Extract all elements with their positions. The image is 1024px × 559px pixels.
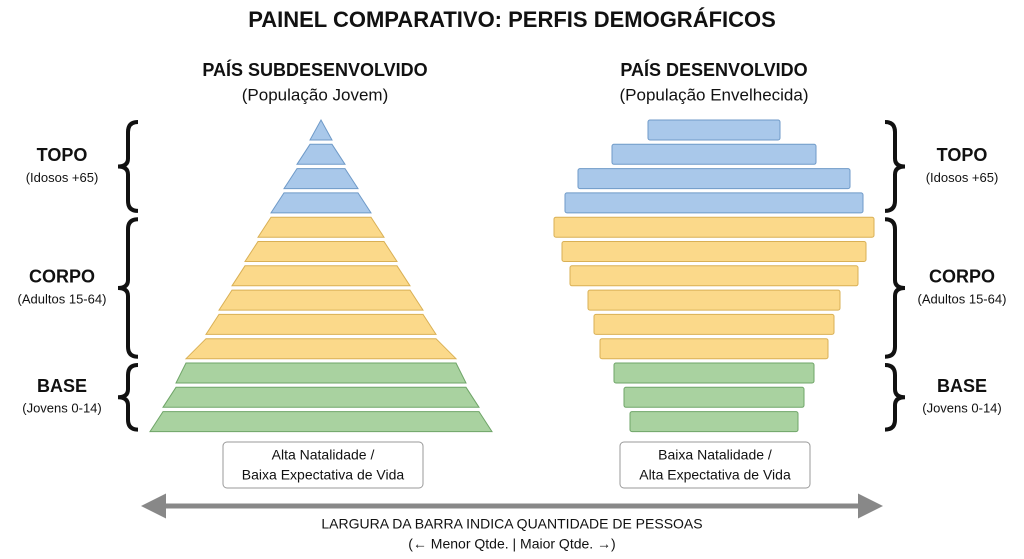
brace (884, 120, 906, 213)
bar (231, 265, 411, 287)
group-detail: (Jovens 0-14) (22, 401, 101, 416)
group-label: BASE (937, 376, 987, 396)
group-detail: (Idosos +65) (26, 170, 99, 185)
bar (623, 386, 805, 408)
brace (117, 217, 139, 359)
note: Baixa Natalidade / (658, 447, 772, 463)
bar (175, 362, 467, 384)
group-detail: (Adultos 15-64) (18, 291, 107, 306)
bar (162, 386, 480, 408)
bar (613, 362, 815, 384)
brace (117, 363, 139, 432)
bar (309, 118, 333, 141)
bar (599, 338, 829, 360)
brace (117, 120, 139, 213)
footer: LARGURA DA BARRA INDICA QUANTIDADE DE PE… (321, 516, 702, 532)
group-label: TOPO (937, 145, 988, 165)
bar (283, 168, 359, 190)
right-subtitle: (População Envelhecida) (619, 85, 808, 104)
right-title: PAÍS DESENVOLVIDO (620, 59, 807, 80)
brace (884, 217, 906, 359)
bar (149, 411, 493, 433)
bar (244, 241, 398, 262)
bar (257, 216, 385, 238)
note: Baixa Expectativa de Vida (242, 467, 405, 483)
bar (569, 265, 859, 287)
bar (593, 313, 835, 335)
bar (561, 241, 867, 262)
bar (553, 216, 875, 238)
note-box (222, 441, 424, 489)
bar (611, 143, 817, 165)
group-detail: (Jovens 0-14) (922, 401, 1001, 416)
bar (587, 289, 841, 311)
bar (184, 338, 458, 360)
group-detail: (Adultos 15-64) (918, 291, 1007, 306)
bar (577, 168, 851, 190)
note: Alta Natalidade / (272, 447, 375, 463)
note: Alta Expectativa de Vida (639, 467, 791, 483)
bar (629, 411, 799, 433)
bar (270, 192, 372, 214)
left-subtitle: (População Jovem) (242, 85, 388, 104)
group-label: BASE (37, 376, 87, 396)
group-label: CORPO (29, 267, 95, 287)
bar (205, 313, 437, 335)
bar (296, 143, 346, 165)
footer: (← Menor Qtde. | Maior Qtde. →) (408, 536, 615, 552)
brace (884, 363, 906, 432)
group-detail: (Idosos +65) (926, 170, 999, 185)
title: PAINEL COMPARATIVO: PERFIS DEMOGRÁFICOS (248, 7, 776, 32)
group-label: CORPO (929, 267, 995, 287)
bar (564, 192, 864, 214)
bar (218, 289, 424, 311)
bar (647, 119, 781, 141)
left-title: PAÍS SUBDESENVOLVIDO (202, 59, 427, 80)
group-label: TOPO (37, 145, 88, 165)
note-box (619, 441, 811, 489)
